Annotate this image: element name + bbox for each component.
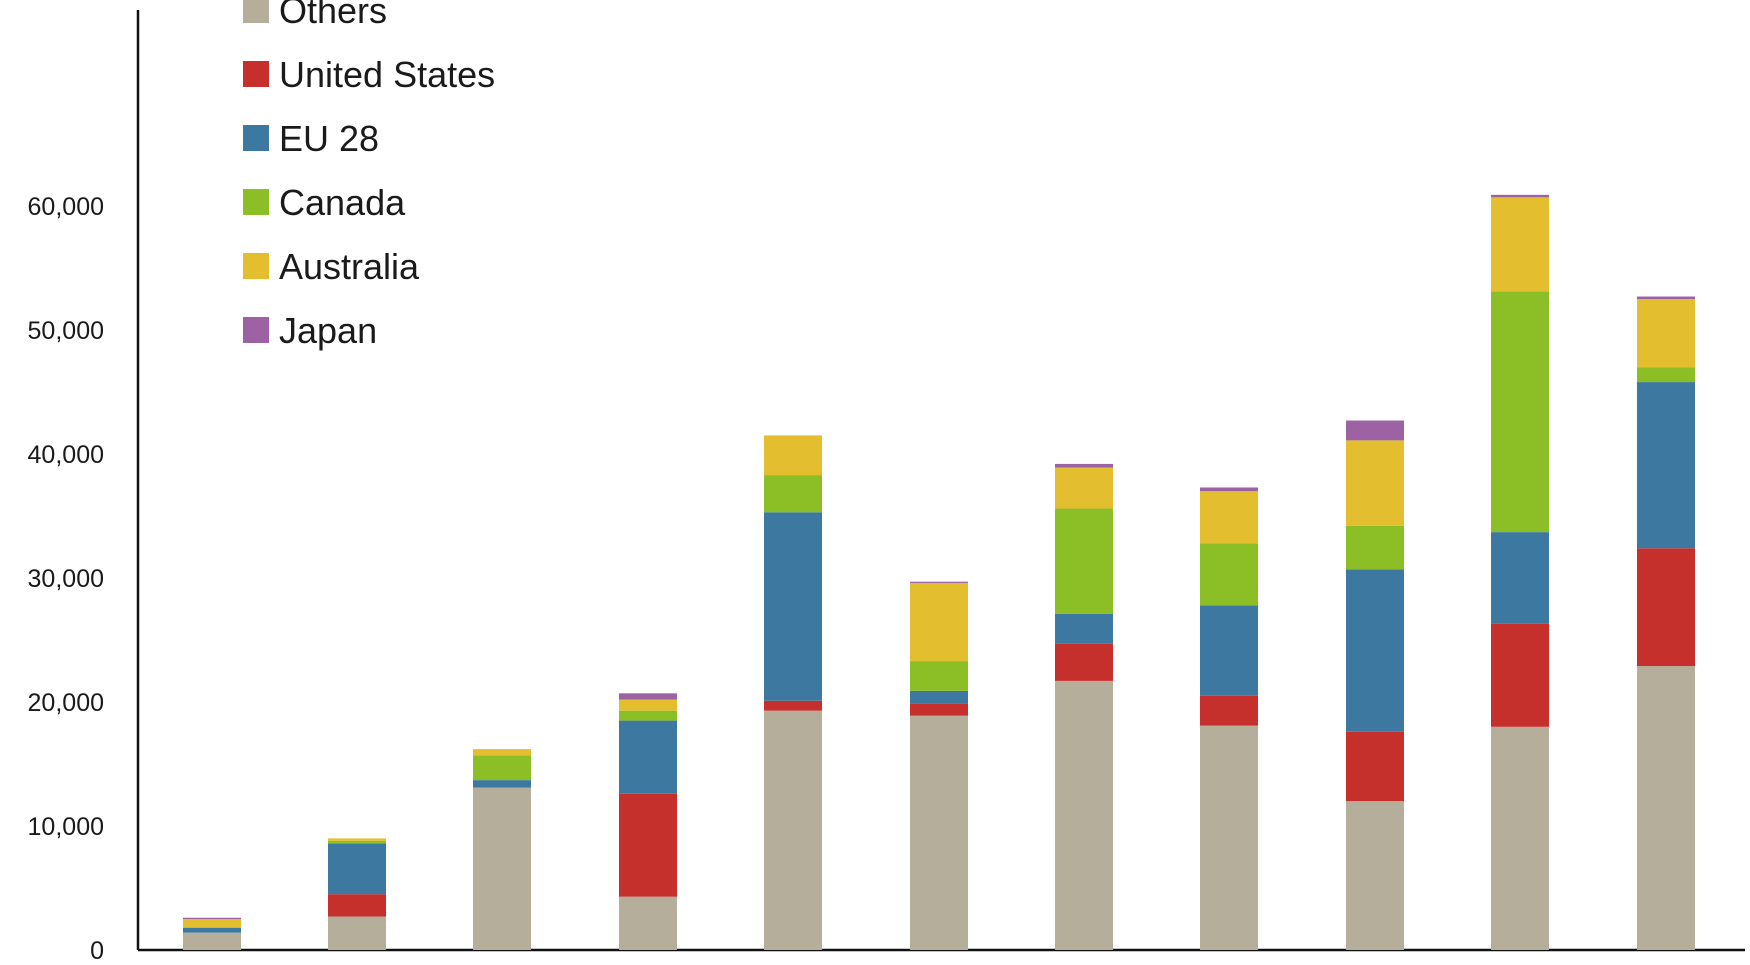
bar-segment-canada <box>473 755 531 781</box>
bar-segment-others <box>183 932 241 950</box>
bar-segment-australia <box>473 749 531 756</box>
y-axis: 0 10,000 20,000 30,000 40,000 50,000 60,000 <box>28 10 1745 965</box>
bar-segment-others <box>910 715 968 950</box>
bar-segment-australia <box>1491 197 1549 292</box>
bar-segment-australia <box>910 582 968 662</box>
bar-segment-united-states <box>328 894 386 917</box>
y-tick-label: 60,000 <box>28 193 104 221</box>
bar-segment-australia <box>183 919 241 928</box>
bar-segment-australia <box>328 838 386 841</box>
y-tick-label: 0 <box>90 937 104 965</box>
bar-segment-canada <box>1346 525 1404 570</box>
bars-group <box>183 194 1695 950</box>
bar-segment-japan <box>1055 463 1113 468</box>
bar-segment-australia <box>764 435 822 476</box>
bar-segment-united-states <box>1055 643 1113 681</box>
bar-segment-japan <box>1346 420 1404 441</box>
bar-segment-eu-28 <box>910 690 968 704</box>
legend-swatch <box>243 253 269 279</box>
legend-item: United States <box>243 54 495 95</box>
bar-segment-eu-28 <box>1637 382 1695 549</box>
bar-segment-australia <box>1346 440 1404 526</box>
bar-segment-others <box>1491 726 1549 950</box>
bar-segment-australia <box>1055 467 1113 509</box>
bar-segment-canada <box>1055 508 1113 614</box>
legend-item: Canada <box>243 182 406 223</box>
bar-segment-others <box>619 896 677 950</box>
bar-segment-eu-28 <box>183 927 241 933</box>
bar-segment-canada <box>1637 367 1695 383</box>
y-tick-label: 40,000 <box>28 441 104 469</box>
y-tick-label: 10,000 <box>28 813 104 841</box>
bar-segment-others <box>328 916 386 950</box>
legend-label: Canada <box>279 182 406 223</box>
legend-label: Australia <box>279 246 420 287</box>
bar-segment-australia <box>1637 299 1695 368</box>
bar-segment-japan <box>1200 487 1258 492</box>
bar-segment-eu-28 <box>1055 613 1113 644</box>
legend-label: Others <box>279 0 387 31</box>
legend-swatch <box>243 125 269 151</box>
bar-segment-eu-28 <box>764 512 822 701</box>
bar-segment-others <box>764 710 822 950</box>
bar-segment-japan <box>183 917 241 919</box>
bar-segment-eu-28 <box>619 720 677 794</box>
bar-segment-united-states <box>1200 695 1258 726</box>
bar-segment-japan <box>910 581 968 583</box>
bar-segment-canada <box>910 661 968 691</box>
y-tick-label: 50,000 <box>28 317 104 345</box>
legend: Others United States EU 28 Canada Australia J… <box>243 0 495 351</box>
bar-segment-canada <box>1200 543 1258 606</box>
bar-segment-others <box>1637 666 1695 950</box>
legend-swatch <box>243 189 269 215</box>
bar-segment-united-states <box>764 700 822 711</box>
bar-segment-eu-28 <box>473 780 531 788</box>
bar-segment-canada <box>328 840 386 844</box>
bar-segment-japan <box>1637 296 1695 299</box>
bar-segment-others <box>1055 680 1113 950</box>
bar-segment-eu-28 <box>1200 605 1258 696</box>
bar-segment-united-states <box>1637 548 1695 667</box>
bar-segment-canada <box>764 475 822 513</box>
bar-segment-others <box>1346 801 1404 950</box>
bar-segment-canada <box>619 710 677 721</box>
legend-label: United States <box>279 54 495 95</box>
bar-segment-united-states <box>619 793 677 897</box>
bar-segment-australia <box>1200 491 1258 544</box>
bar-segment-eu-28 <box>1491 532 1549 624</box>
legend-item: Others <box>243 0 387 31</box>
bar-segment-united-states <box>910 703 968 716</box>
bar-segment-australia <box>619 699 677 711</box>
bar-segment-japan <box>1491 194 1549 198</box>
bar-segment-canada <box>1491 291 1549 533</box>
bar-segment-japan <box>619 693 677 700</box>
bar-segment-others <box>473 787 531 950</box>
y-tick-label: 30,000 <box>28 565 104 593</box>
legend-swatch <box>243 317 269 343</box>
legend-label: Japan <box>279 310 377 351</box>
bar-segment-united-states <box>1491 623 1549 727</box>
bar-segment-eu-28 <box>1346 569 1404 732</box>
legend-swatch <box>243 61 269 87</box>
legend-item: Japan <box>243 310 377 351</box>
y-tick-label: 20,000 <box>28 689 104 717</box>
legend-swatch <box>243 0 269 23</box>
legend-item: EU 28 <box>243 118 379 159</box>
bar-segment-united-states <box>1346 731 1404 802</box>
bar-segment-eu-28 <box>328 843 386 895</box>
legend-label: EU 28 <box>279 118 379 159</box>
legend-item: Australia <box>243 246 420 287</box>
bar-segment-others <box>1200 725 1258 950</box>
